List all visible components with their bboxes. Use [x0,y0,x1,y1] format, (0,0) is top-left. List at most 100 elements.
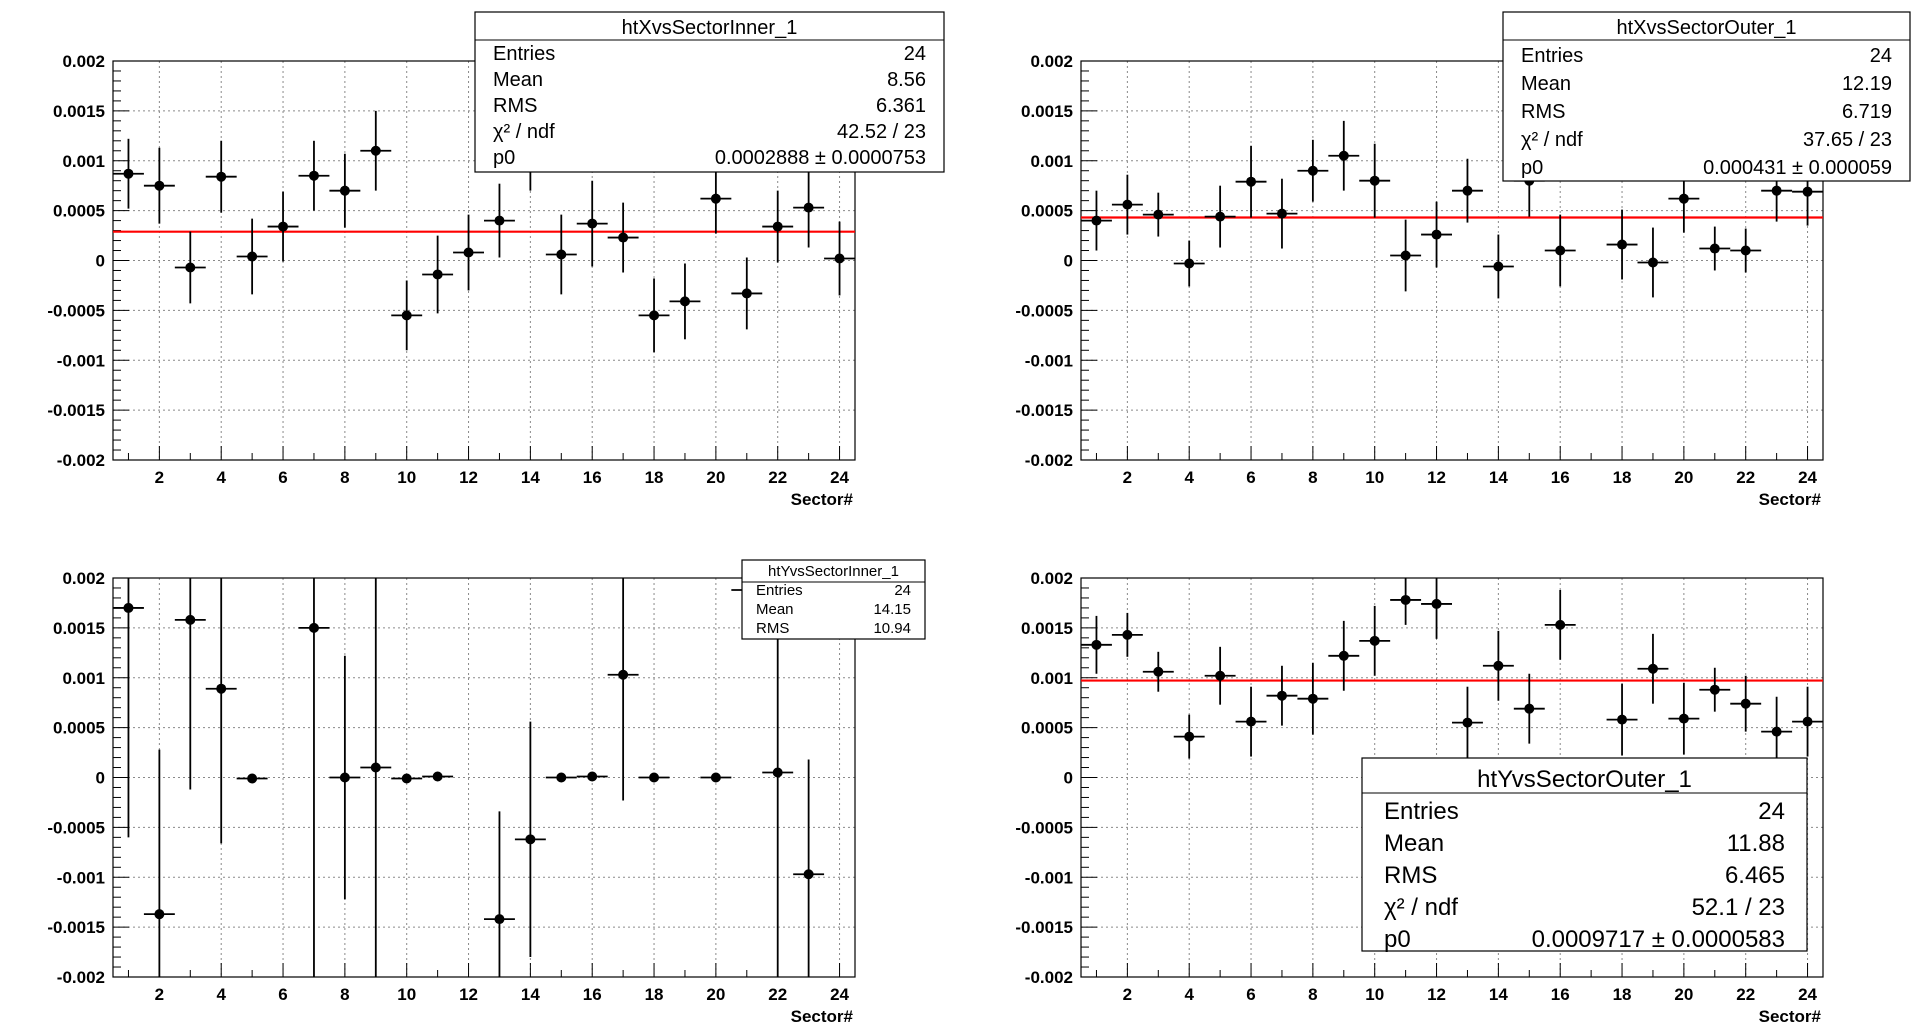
x-tick-label: 24 [1798,468,1817,487]
data-point [1699,667,1731,712]
stats-row-label: Mean [1521,73,1571,95]
data-point [1730,228,1762,273]
stats-row-label: χ² / ndf [1384,894,1458,921]
point-marker [1647,257,1658,268]
x-tick-label: 14 [521,985,540,1004]
x-tick-label: 4 [1184,468,1194,487]
point-marker [556,249,567,260]
y-tick-label: 0.001 [1030,669,1073,688]
data-point [1266,665,1298,726]
data-point [1606,209,1638,280]
data-point [514,721,546,958]
stats-row-value: 42.52 / 23 [837,121,926,143]
x-tick-label: 12 [1427,468,1446,487]
stats-row-label: Entries [1521,45,1583,67]
stats-row-value: 37.65 / 23 [1803,129,1892,151]
point-marker [556,772,567,783]
x-tick-label: 20 [706,985,725,1004]
data-point [484,183,515,258]
point-marker [370,762,381,773]
x-tick-label: 18 [1613,985,1632,1004]
stats-row-value: 24 [1870,45,1892,67]
point-marker [1740,245,1751,256]
stats-row-label: Mean [1384,830,1444,857]
point-marker [339,185,350,196]
data-point [607,202,639,273]
point-marker [649,310,660,321]
point-marker [123,602,134,613]
data-point [1390,219,1422,292]
data-point [422,235,454,314]
y-tick-label: -0.001 [1025,868,1073,887]
point-marker [463,247,474,258]
y-tick-label: 0 [1064,769,1073,788]
data-point [298,578,330,977]
stats-box: htXvsSectorInner_1 Entries 24 Mean 8.56 RMS 6.… [474,11,945,173]
stats-row-label: Entries [493,43,555,65]
x-tick-label: 14 [1489,985,1508,1004]
x-axis-title: Sector# [1759,490,1822,509]
x-tick-label: 18 [1613,468,1632,487]
x-tick-label: 4 [216,985,226,1004]
stats-row-label: RMS [1521,101,1565,123]
point-marker [401,310,412,321]
data-point [143,749,175,977]
x-tick-label: 6 [278,468,287,487]
data-point [731,257,763,330]
data-point [113,578,144,838]
point-marker [587,771,598,782]
point-marker [1617,714,1628,725]
data-point [1266,178,1298,249]
point-marker [772,221,783,232]
x-tick-label: 10 [1365,468,1384,487]
point-marker [587,218,598,229]
point-marker [1338,650,1349,661]
y-tick-label: -0.001 [1025,351,1073,370]
point-marker [803,202,814,213]
point-marker [1400,594,1411,605]
point-marker [1493,660,1504,671]
chart-panel-3: -0.002 -0.0015 -0.001 -0.0005 0 0.0005 0.001 0.… [47,569,856,1026]
x-tick-label: 6 [1246,985,1255,1004]
data-point [1173,714,1205,759]
point-marker [1678,713,1689,724]
data-point [576,180,608,267]
x-tick-label: 8 [1308,468,1317,487]
data-point [545,772,577,783]
stats-row-value: 12.19 [1842,73,1892,95]
y-tick-label: -0.002 [57,968,105,987]
stats-row-label: RMS [493,95,537,117]
stats-row-value: 24 [904,43,926,65]
data-point [391,280,423,351]
y-tick-label: 0.001 [62,152,105,171]
stats-row-value: 11.88 [1727,830,1785,857]
y-tick-label: 0.0005 [1021,202,1073,221]
x-tick-label: 12 [459,985,478,1004]
data-point [1328,620,1360,691]
data-point [1637,633,1669,704]
data-point [700,772,732,783]
x-tick-label: 10 [397,985,416,1004]
point-marker [185,614,196,625]
point-marker [401,773,412,784]
y-tick-label: -0.002 [57,451,105,470]
point-marker [525,834,536,845]
x-tick-label: 22 [1736,468,1755,487]
data-point [484,811,515,977]
data-point [329,655,361,900]
data-point [1328,120,1360,191]
x-tick-label: 16 [583,985,602,1004]
data-point [143,147,175,224]
stats-box-title: htYvsSectorInner_1 [768,563,899,580]
stats-row-label: RMS [1384,862,1437,889]
point-marker [308,622,319,633]
data-point [669,263,701,340]
point-marker [247,773,258,784]
data-point [1297,662,1329,735]
stats-row-value: 6.719 [1842,101,1892,123]
y-tick-label: 0.0015 [1021,102,1073,121]
point-marker [1647,663,1658,674]
x-tick-label: 2 [1123,468,1132,487]
point-marker [679,296,690,307]
point-marker [1184,258,1195,269]
